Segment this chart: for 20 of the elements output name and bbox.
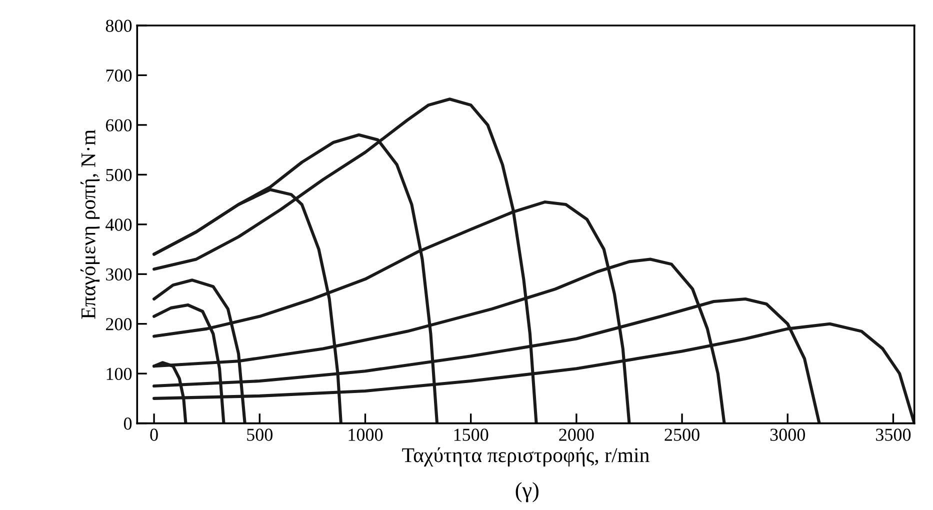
y-tick-label: 400 <box>106 218 132 231</box>
x-tick-label: 0 <box>150 428 158 441</box>
y-tick-label: 0 <box>124 418 132 430</box>
y-tick-label: 600 <box>106 119 132 132</box>
x-tick-label: 1500 <box>454 428 488 441</box>
y-tick-label: 700 <box>106 69 132 82</box>
x-tick-label: 2500 <box>664 428 700 441</box>
x-tick-label: 2000 <box>559 428 594 441</box>
x-tick-label: 3000 <box>770 428 805 441</box>
y-tick-label: 300 <box>106 268 132 281</box>
x-tick-label: 3500 <box>876 428 911 441</box>
y-tick-label: 100 <box>106 368 132 380</box>
y-axis-title: Επαγόμενη ροπή, N·m <box>80 130 100 319</box>
x-tick-label: 500 <box>247 428 272 441</box>
x-axis-title: Ταχύτητα περιστροφής, r/min <box>402 447 650 466</box>
y-tick-label: 800 <box>106 20 132 32</box>
y-tick-label: 500 <box>106 168 132 182</box>
y-tick-label: 200 <box>106 318 132 330</box>
x-tick-label: 1000 <box>348 428 383 441</box>
text: (γ) <box>516 482 538 502</box>
